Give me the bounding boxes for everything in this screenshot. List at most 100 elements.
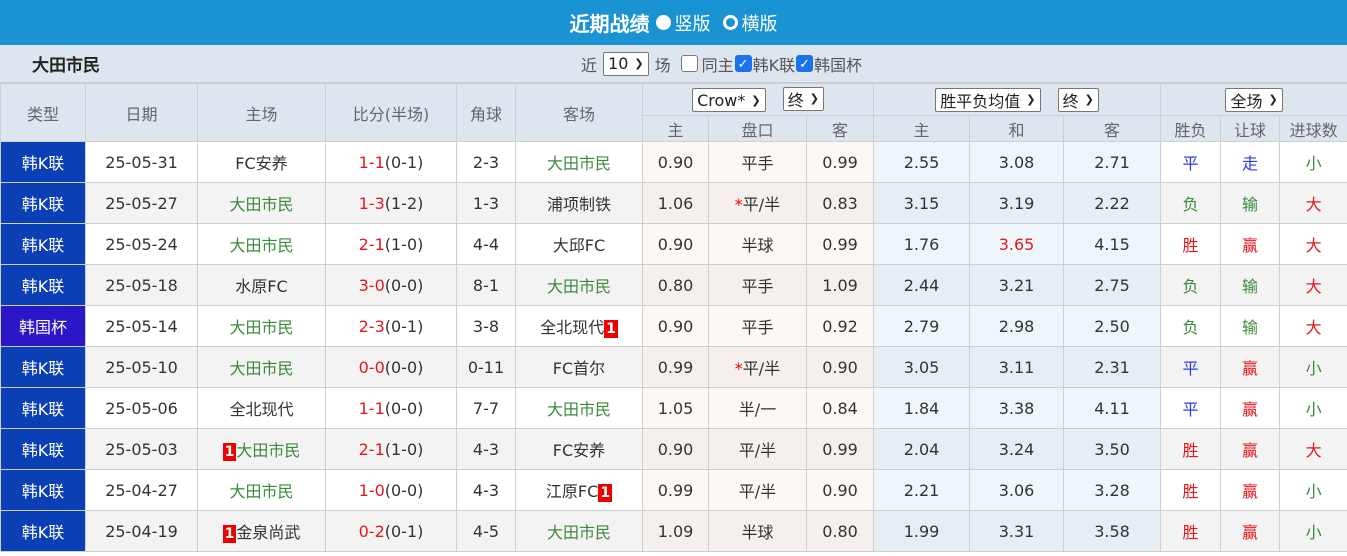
euro-home-odds: 2.79 xyxy=(873,305,971,347)
match-date: 25-05-10 xyxy=(85,346,198,388)
away-team[interactable]: 大田市民 xyxy=(515,264,643,306)
euro-draw-odds: 3.24 xyxy=(969,428,1065,470)
over-under-result: 小 xyxy=(1279,141,1347,183)
home-team[interactable]: FC安养 xyxy=(197,141,326,183)
away-team[interactable]: 大田市民 xyxy=(515,510,643,552)
asian-away-odds: 0.99 xyxy=(805,223,875,265)
radio-unselected-icon[interactable] xyxy=(722,15,738,30)
match-score[interactable]: 2-1(1-0) xyxy=(325,428,457,470)
euro-phase-select[interactable]: 终 ❯ xyxy=(1057,87,1099,112)
away-team[interactable]: 大邱FC xyxy=(515,223,643,265)
match-type[interactable]: 韩K联 xyxy=(0,182,86,224)
table-row: 韩K联 25-05-31 FC安养 1-1(0-1) 2-3 大田市民 0.90 平手 0.99… xyxy=(0,141,1347,183)
same-home-checkbox[interactable] xyxy=(680,55,698,72)
euro-draw-odds: 3.11 xyxy=(969,346,1065,388)
chevron-down-icon: ❯ xyxy=(751,93,761,107)
euro-type-select[interactable]: 胜平负均值 ❯ xyxy=(935,87,1041,112)
team-name: FC安养 xyxy=(552,441,606,460)
match-type[interactable]: 韩K联 xyxy=(0,510,86,552)
col-home: 主场 xyxy=(197,83,326,142)
match-score[interactable]: 0-2(0-1) xyxy=(325,510,457,552)
euro-away-odds: 4.11 xyxy=(1063,387,1162,429)
home-team[interactable]: 大田市民 xyxy=(197,469,326,511)
away-team[interactable]: 大田市民 xyxy=(515,141,643,183)
full-time-score: 2-3 xyxy=(358,316,385,336)
asian-away-odds: 0.90 xyxy=(805,469,875,511)
euro-draw-odds: 3.65 xyxy=(969,223,1065,265)
euro-away-odds: 2.75 xyxy=(1063,264,1162,306)
layout-vertical-option[interactable]: 竖版 xyxy=(654,10,711,36)
corners: 1-3 xyxy=(456,182,516,224)
asian-line-value: 平手 xyxy=(741,277,774,296)
match-date: 25-04-27 xyxy=(85,469,198,511)
match-type[interactable]: 韩K联 xyxy=(0,141,86,183)
handicap-result: 走 xyxy=(1220,141,1281,183)
over-under-result: 小 xyxy=(1279,346,1347,388)
over-under-result: 小 xyxy=(1279,387,1347,429)
away-team[interactable]: 江原FC 1 xyxy=(515,469,643,511)
asian-company-select[interactable]: Crow* ❯ xyxy=(692,88,766,113)
asian-line: *平/半 xyxy=(708,182,807,224)
match-type[interactable]: 韩K联 xyxy=(0,346,86,388)
match-date: 25-05-14 xyxy=(85,305,198,347)
col-over-under: 进球数 xyxy=(1279,115,1347,142)
match-type[interactable]: 韩K联 xyxy=(0,223,86,265)
asian-away-odds: 0.99 xyxy=(805,428,875,470)
over-under-result: 小 xyxy=(1279,510,1347,552)
table-row: 韩K联 25-04-27 大田市民 1-0(0-0) 4-3 江原FC 1 0.99 平/半 0.… xyxy=(0,469,1347,511)
radio-selected-icon[interactable] xyxy=(655,15,671,30)
match-type[interactable]: 韩K联 xyxy=(0,264,86,306)
home-team[interactable]: 大田市民 xyxy=(197,182,326,224)
match-score[interactable]: 1-1(0-0) xyxy=(325,387,457,429)
match-type[interactable]: 韩K联 xyxy=(0,428,86,470)
away-team[interactable]: FC首尔 xyxy=(515,346,643,388)
col-euro-home: 主 xyxy=(873,115,971,142)
match-type[interactable]: 韩K联 xyxy=(0,387,86,429)
away-team[interactable]: FC安养 xyxy=(515,428,643,470)
asian-phase-select[interactable]: 终 ❯ xyxy=(782,86,824,111)
red-card-badge: 1 xyxy=(598,484,613,502)
away-team[interactable]: 全北现代 1 xyxy=(515,305,643,347)
corners: 8-1 xyxy=(456,264,516,306)
home-team[interactable]: 1 金泉尚武 xyxy=(197,510,326,552)
over-under-result: 大 xyxy=(1279,264,1347,306)
match-type[interactable]: 韩K联 xyxy=(0,469,86,511)
half-time-score: (0-1) xyxy=(384,316,424,336)
handicap-result: 赢 xyxy=(1220,223,1281,265)
match-date: 25-05-27 xyxy=(85,182,198,224)
filter-league-checkbox[interactable]: ✓ xyxy=(734,55,752,72)
match-score[interactable]: 0-0(0-0) xyxy=(325,346,457,388)
away-team[interactable]: 大田市民 xyxy=(515,387,643,429)
match-score[interactable]: 3-0(0-0) xyxy=(325,264,457,306)
half-time-score: (0-1) xyxy=(384,152,424,172)
match-result: 胜 xyxy=(1160,428,1222,470)
away-team[interactable]: 浦项制铁 xyxy=(515,182,643,224)
match-score[interactable]: 2-3(0-1) xyxy=(325,305,457,347)
filter-league-label: 韩K联 xyxy=(752,55,796,75)
match-type[interactable]: 韩国杯 xyxy=(0,305,86,347)
match-score[interactable]: 2-1(1-0) xyxy=(325,223,457,265)
scope-select[interactable]: 全场 ❯ xyxy=(1225,87,1283,112)
home-team[interactable]: 全北现代 xyxy=(197,387,326,429)
table-row: 韩K联 25-04-19 1 金泉尚武 0-2(0-1) 4-5 大田市民 1.09 半球 0.8… xyxy=(0,510,1347,552)
asian-line: 平手 xyxy=(708,305,807,347)
match-count-select[interactable]: 10 ❯ xyxy=(603,51,649,76)
layout-horizontal-option[interactable]: 横版 xyxy=(721,10,778,36)
half-time-score: (1-2) xyxy=(384,193,424,213)
team-name: 大田市民 xyxy=(229,359,294,378)
home-team[interactable]: 大田市民 xyxy=(197,346,326,388)
filter-cup-checkbox[interactable]: ✓ xyxy=(796,55,814,72)
home-team[interactable]: 水原FC xyxy=(197,264,326,306)
match-score[interactable]: 1-1(0-1) xyxy=(325,141,457,183)
over-under-result: 大 xyxy=(1279,428,1347,470)
home-team[interactable]: 大田市民 xyxy=(197,223,326,265)
col-away: 客场 xyxy=(515,83,643,142)
over-under-result: 大 xyxy=(1279,182,1347,224)
match-score[interactable]: 1-0(0-0) xyxy=(325,469,457,511)
handicap-result: 输 xyxy=(1220,264,1281,306)
match-score[interactable]: 1-3(1-2) xyxy=(325,182,457,224)
home-team[interactable]: 1 大田市民 xyxy=(197,428,326,470)
asian-away-odds: 0.90 xyxy=(805,346,875,388)
home-team[interactable]: 大田市民 xyxy=(197,305,326,347)
half-time-score: (0-0) xyxy=(384,275,424,295)
